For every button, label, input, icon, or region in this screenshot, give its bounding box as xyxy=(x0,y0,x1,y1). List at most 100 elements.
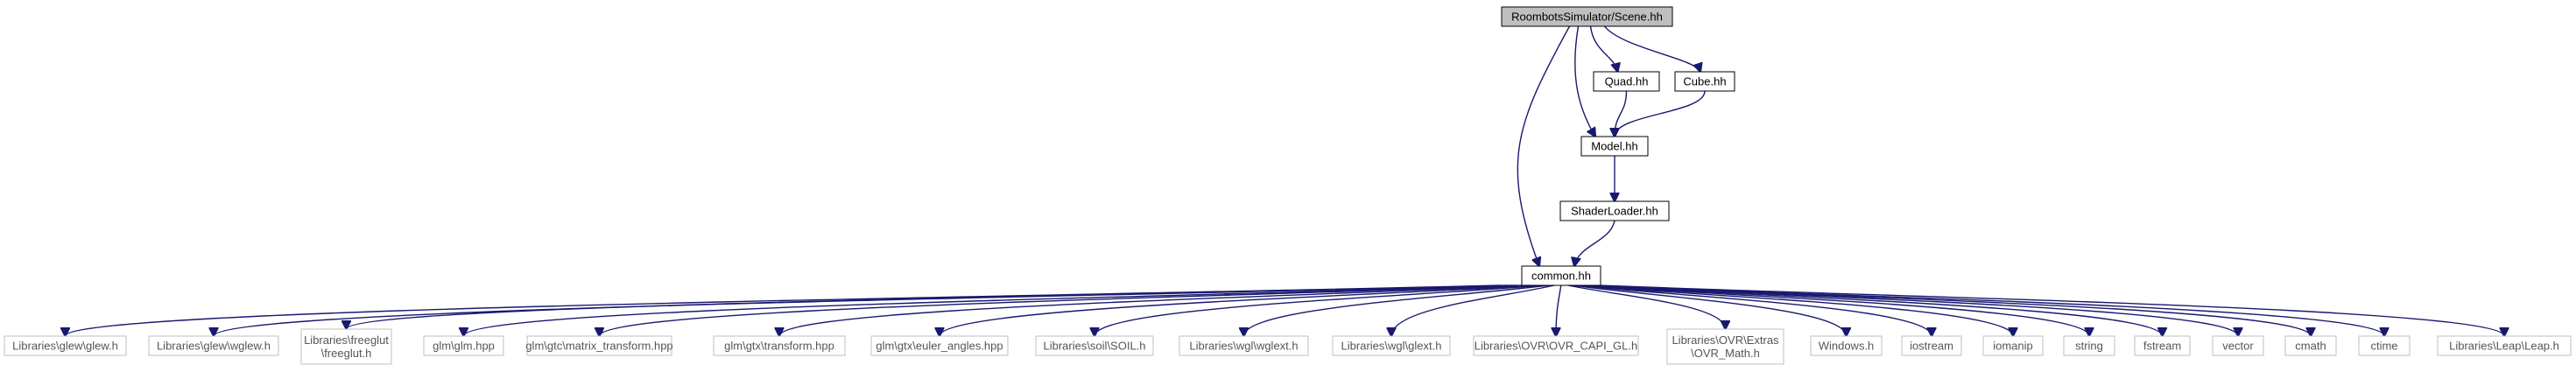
node-box xyxy=(423,335,504,356)
node-box xyxy=(2134,335,2191,356)
node-label: glm\gtx\transform.hpp xyxy=(724,340,834,353)
edge-common-to-windows xyxy=(1572,284,1846,336)
node-ovrmath: Libraries\OVR\Extras\OVR_Math.h xyxy=(1666,328,1784,365)
node-box xyxy=(1521,265,1601,286)
node-label: Libraries\OVR\OVR_CAPI_GL.h xyxy=(1475,340,1637,353)
node-box xyxy=(870,335,1009,356)
node-label: Libraries\wgl\glext.h xyxy=(1341,340,1442,353)
node-windows: Windows.h xyxy=(1810,335,1883,356)
node-label: RoombotsSimulator/Scene.hh xyxy=(1511,11,1663,24)
node-glm: glm\glm.hpp xyxy=(423,335,504,356)
node-common[interactable]: common.hh xyxy=(1521,265,1601,286)
node-box xyxy=(1674,71,1735,92)
node-box xyxy=(1666,328,1784,365)
node-label: ShaderLoader.hh xyxy=(1571,205,1658,218)
edge-common-to-ovrmath xyxy=(1567,284,1726,329)
node-label: \freeglut.h xyxy=(321,347,372,360)
node-box xyxy=(1580,136,1649,157)
node-box xyxy=(1559,200,1670,221)
node-label: Libraries\Leap\Leap.h xyxy=(2449,340,2559,353)
edge-common-to-iomanip xyxy=(1579,284,2013,336)
edge-common-to-iostream xyxy=(1575,284,1932,336)
node-label: glm\glm.hpp xyxy=(433,340,495,353)
edges-layer xyxy=(66,25,2505,336)
node-transform: glm\gtx\transform.hpp xyxy=(713,335,846,356)
edge-common-to-vector xyxy=(1587,284,2238,336)
node-model[interactable]: Model.hh xyxy=(1580,136,1649,157)
edge-common-to-ctime xyxy=(1594,284,2384,336)
edge-common-to-glext xyxy=(1391,284,1555,336)
edge-common-to-freeglut xyxy=(347,284,1513,329)
node-box xyxy=(1501,6,1673,27)
edge-scene-to-quad xyxy=(1589,25,1618,72)
node-box xyxy=(2212,335,2264,356)
node-leap: Libraries\Leap\Leap.h xyxy=(2437,335,2572,356)
node-quad[interactable]: Quad.hh xyxy=(1593,71,1660,92)
node-label: common.hh xyxy=(1531,270,1591,283)
node-box xyxy=(2358,335,2411,356)
edge-common-to-soil xyxy=(1094,284,1543,336)
node-string: string xyxy=(2063,335,2115,356)
node-label: glm\gtc\matrix_transform.hpp xyxy=(525,340,672,353)
node-label: glm\gtx\euler_angles.hpp xyxy=(876,340,1003,353)
node-vector: vector xyxy=(2212,335,2264,356)
node-label: Libraries\glew\wglew.h xyxy=(157,340,271,353)
edge-common-to-ovrcapi xyxy=(1556,284,1562,336)
edge-common-to-fstream xyxy=(1585,284,2162,336)
edge-quad-to-model xyxy=(1615,90,1628,137)
node-box xyxy=(1810,335,1883,356)
node-label: Libraries\OVR\Extras xyxy=(1672,333,1779,347)
node-box xyxy=(1332,335,1451,356)
node-box xyxy=(713,335,846,356)
node-box xyxy=(1035,335,1154,356)
node-wglext: Libraries\wgl\wglext.h xyxy=(1179,335,1309,356)
edge-common-to-glm xyxy=(464,284,1517,336)
node-euler: glm\gtx\euler_angles.hpp xyxy=(870,335,1009,356)
node-mattrans: glm\gtc\matrix_transform.hpp xyxy=(525,335,673,356)
node-box xyxy=(1473,335,1639,356)
node-shaderloader[interactable]: ShaderLoader.hh xyxy=(1559,200,1670,221)
node-box xyxy=(1593,71,1660,92)
node-cmath: cmath xyxy=(2284,335,2337,356)
node-label: vector xyxy=(2222,340,2254,353)
node-label: string xyxy=(2075,340,2103,353)
edge-common-to-string xyxy=(1582,284,2089,336)
node-cube[interactable]: Cube.hh xyxy=(1674,71,1735,92)
node-freeglut: Libraries\freeglut\freeglut.h xyxy=(300,328,392,365)
node-box xyxy=(300,328,392,365)
node-label: iomanip xyxy=(1993,340,2033,353)
node-label: Quad.hh xyxy=(1605,75,1649,88)
node-wglew: Libraries\glew\wglew.h xyxy=(148,335,279,356)
node-label: Libraries\wgl\wglext.h xyxy=(1189,340,1298,353)
node-box xyxy=(1179,335,1309,356)
node-fstream: fstream xyxy=(2134,335,2191,356)
edge-shaderloader-to-common xyxy=(1574,220,1615,266)
edge-common-to-wglext xyxy=(1244,284,1549,336)
node-ctime: ctime xyxy=(2358,335,2411,356)
node-scene[interactable]: RoombotsSimulator/Scene.hh xyxy=(1501,6,1673,27)
edge-common-to-euler xyxy=(940,284,1537,336)
edge-scene-to-common xyxy=(1517,25,1571,266)
node-iostream: iostream xyxy=(1901,335,1962,356)
node-label: Libraries\glew\glew.h xyxy=(12,340,118,353)
node-box xyxy=(2063,335,2115,356)
edge-scene-to-model xyxy=(1574,25,1595,137)
node-soil: Libraries\soil\SOIL.h xyxy=(1035,335,1154,356)
node-label: Model.hh xyxy=(1591,140,1637,153)
node-label: Libraries\freeglut xyxy=(304,333,389,347)
node-label: Windows.h xyxy=(1819,340,1875,353)
edge-common-to-transform xyxy=(779,284,1531,336)
node-box xyxy=(4,335,127,356)
node-glew: Libraries\glew\glew.h xyxy=(4,335,127,356)
node-label: fstream xyxy=(2143,340,2181,353)
edge-common-to-mattrans xyxy=(600,284,1524,336)
node-label: ctime xyxy=(2370,340,2397,353)
node-box xyxy=(1982,335,2044,356)
nodes-layer: RoombotsSimulator/Scene.hh Quad.hh Cube.hh… xyxy=(4,6,2572,365)
node-ovrcapi: Libraries\OVR\OVR_CAPI_GL.h xyxy=(1473,335,1639,356)
node-box xyxy=(1901,335,1962,356)
node-box xyxy=(2437,335,2572,356)
edge-scene-to-cube xyxy=(1603,25,1701,72)
node-label: cmath xyxy=(2295,340,2326,353)
